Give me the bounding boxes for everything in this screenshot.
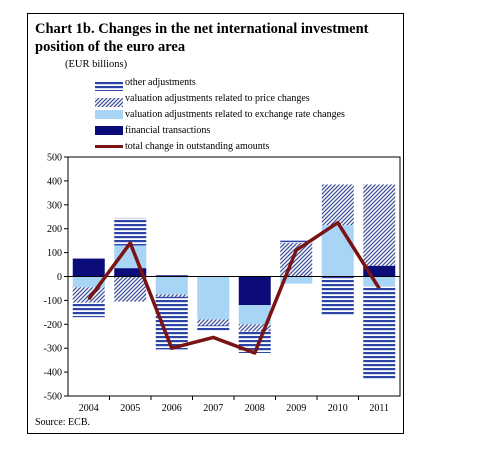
- legend-label-fx: valuation adjustments related to exchang…: [125, 109, 345, 120]
- chart-title: Chart 1b. Changes in the net internation…: [35, 21, 369, 55]
- unit-label: (EUR billions): [65, 59, 128, 70]
- legend-swatch-total: [95, 145, 123, 148]
- legend-label-total: total change in outstanding amounts: [125, 141, 270, 152]
- legend-label-price: valuation adjustments related to price c…: [125, 93, 310, 104]
- legend-swatch-price: [95, 94, 123, 107]
- legend-label-other: other adjustments: [125, 77, 196, 88]
- chart-frame: [27, 13, 404, 434]
- legend-swatch-fx: [95, 110, 123, 119]
- legend-swatch-other: [95, 78, 123, 91]
- source-note: Source: ECB.: [35, 417, 90, 428]
- legend-swatch-fin: [95, 126, 123, 135]
- legend-label-fin: financial transactions: [125, 125, 211, 136]
